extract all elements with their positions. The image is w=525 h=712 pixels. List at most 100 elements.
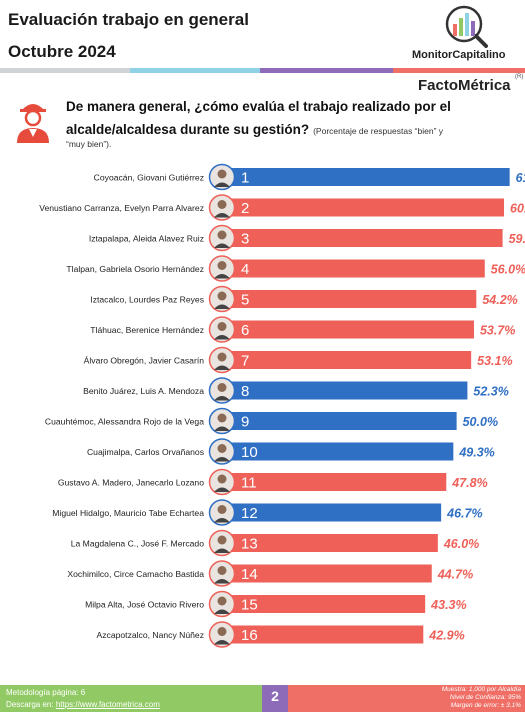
- avatar-body-icon: [214, 518, 230, 523]
- question-text-line2-main: alcalde/alcaldesa durante su gestión?: [66, 122, 310, 137]
- evaluation-bar-chart: Coyoacán, Giovani Gutiérrez 1 61.3% Venusti…: [39, 163, 525, 648]
- category-label: Iztacalco, Lourdes Paz Reyes: [90, 295, 204, 305]
- bar: [222, 351, 472, 369]
- avatar-head-icon: [217, 230, 227, 240]
- monitor-capitalino-logo-icon: [445, 5, 488, 48]
- avatar-head-icon: [217, 474, 227, 484]
- question-text-line1: De manera general, ¿cómo evalúa el traba…: [66, 99, 451, 114]
- footer-methodology-panel: [0, 685, 262, 712]
- value-label: 44.7%: [437, 568, 473, 582]
- avatar-head-icon: [217, 535, 227, 545]
- bar: [222, 473, 447, 491]
- question-text-line2: alcalde/alcaldesa durante su gestión? (Po…: [66, 122, 443, 137]
- value-label: 53.7%: [480, 324, 515, 338]
- rank-label: 11: [241, 475, 257, 492]
- avatar-body-icon: [214, 396, 230, 401]
- rank-label: 16: [241, 627, 258, 644]
- value-label: 47.8%: [451, 476, 487, 490]
- rank-label: 7: [241, 353, 249, 370]
- category-label: Coyoacán, Giovani Gutiérrez: [94, 173, 204, 183]
- bar: [222, 229, 503, 247]
- download-prefix: Descarga en:: [6, 700, 54, 709]
- value-label: 43.3%: [430, 598, 466, 612]
- avatar-head-icon: [217, 444, 227, 453]
- avatar-body-icon: [214, 274, 230, 279]
- confidence-note: Nivel de Confianza: 95%: [449, 694, 521, 701]
- bar: [222, 381, 468, 400]
- avatar-body-icon: [214, 426, 230, 431]
- value-label: 46.0%: [443, 537, 479, 551]
- page-number: 2: [271, 688, 279, 704]
- download-note: Descarga en: https://www.factometrica.co…: [6, 700, 160, 709]
- bar: [222, 290, 477, 308]
- avatar-head-icon: [217, 322, 227, 331]
- rank-label: 12: [241, 505, 258, 522]
- category-label: Cuajimalpa, Carlos Orvañanos: [87, 447, 204, 457]
- question-note-line1: (Porcentaje de respuestas “bien” y: [313, 126, 444, 136]
- bar: [222, 198, 505, 217]
- category-label: Tlalpan, Gabriela Osorio Hernández: [66, 264, 204, 274]
- avatar-body-icon: [214, 579, 230, 584]
- avatar-head-icon: [217, 383, 227, 392]
- value-label: 50.0%: [463, 415, 498, 429]
- report-period: Octubre 2024: [8, 42, 116, 61]
- methodology-note: Metodología página: 6: [6, 688, 86, 697]
- category-label: Gustavo A. Madero, Janecarlo Lozano: [58, 478, 204, 488]
- value-label: 60.1%: [510, 202, 525, 216]
- rank-label: 5: [241, 292, 249, 309]
- category-label: Álvaro Obregón, Javier Casarín: [84, 356, 205, 366]
- rank-label: 8: [241, 383, 249, 400]
- question-note-line2: “muy bien”).: [66, 139, 112, 149]
- category-label: Azcapotzalco, Nancy Núñez: [97, 630, 204, 640]
- monitor-capitalino-logo-text: MonitorCapitalino: [412, 49, 506, 61]
- rank-label: 3: [241, 231, 249, 248]
- bar: [222, 320, 474, 339]
- avatar-head-icon: [217, 413, 227, 423]
- value-label: 59.8%: [509, 232, 525, 246]
- avatar-head-icon: [217, 627, 227, 636]
- avatar-body-icon: [214, 243, 230, 248]
- color-stripe-cyan: [130, 68, 260, 73]
- bar: [222, 534, 438, 552]
- bar: [222, 412, 457, 430]
- rank-label: 14: [241, 566, 258, 583]
- color-stripe-red: [393, 68, 525, 73]
- rank-label: 13: [241, 536, 258, 553]
- category-label: Milpa Alta, José Octavio Rivero: [85, 600, 204, 610]
- download-link[interactable]: https://www.factometrica.com: [55, 700, 160, 709]
- value-label: 52.3%: [473, 385, 508, 399]
- rank-label: 10: [241, 444, 258, 461]
- value-label: 54.2%: [482, 293, 517, 307]
- bar: [222, 168, 510, 186]
- official-person-icon: [17, 104, 49, 143]
- category-label: La Magdalena C., José F. Mercado: [71, 539, 204, 549]
- avatar-body-icon: [214, 213, 230, 218]
- category-label: Tláhuac, Berenice Hernández: [90, 325, 204, 335]
- avatar-head-icon: [217, 291, 227, 301]
- avatar-head-icon: [217, 505, 227, 514]
- avatar-head-icon: [217, 566, 227, 575]
- category-label: Benito Juárez, Luis A. Mendoza: [83, 386, 204, 396]
- avatar-head-icon: [217, 169, 227, 179]
- avatar-body-icon: [214, 548, 230, 553]
- rank-label: 6: [241, 322, 249, 339]
- bar: [222, 503, 442, 522]
- bar: [222, 259, 485, 278]
- bar: [222, 442, 454, 461]
- avatar-body-icon: [214, 609, 230, 614]
- value-label: 56.0%: [491, 263, 525, 277]
- bar: [222, 625, 424, 644]
- error-margin-note: Margen de error: ± 3.1%: [450, 702, 521, 709]
- color-stripe-purple: [260, 68, 393, 73]
- rank-label: 15: [241, 597, 258, 614]
- category-label: Venustiano Carranza, Evelyn Parra Alvare…: [39, 203, 204, 213]
- avatar-head-icon: [217, 200, 227, 209]
- bar: [222, 564, 432, 583]
- rank-label: 2: [241, 200, 249, 217]
- footer-page-panel: [262, 685, 288, 712]
- value-label: 42.9%: [428, 629, 464, 643]
- category-label: Iztapalapa, Aleida Alavez Ruiz: [89, 234, 204, 244]
- avatar-body-icon: [214, 457, 230, 462]
- category-label: Xochimilco, Circe Camacho Bastida: [67, 569, 204, 579]
- factometrica-registered-mark: (R): [515, 74, 524, 80]
